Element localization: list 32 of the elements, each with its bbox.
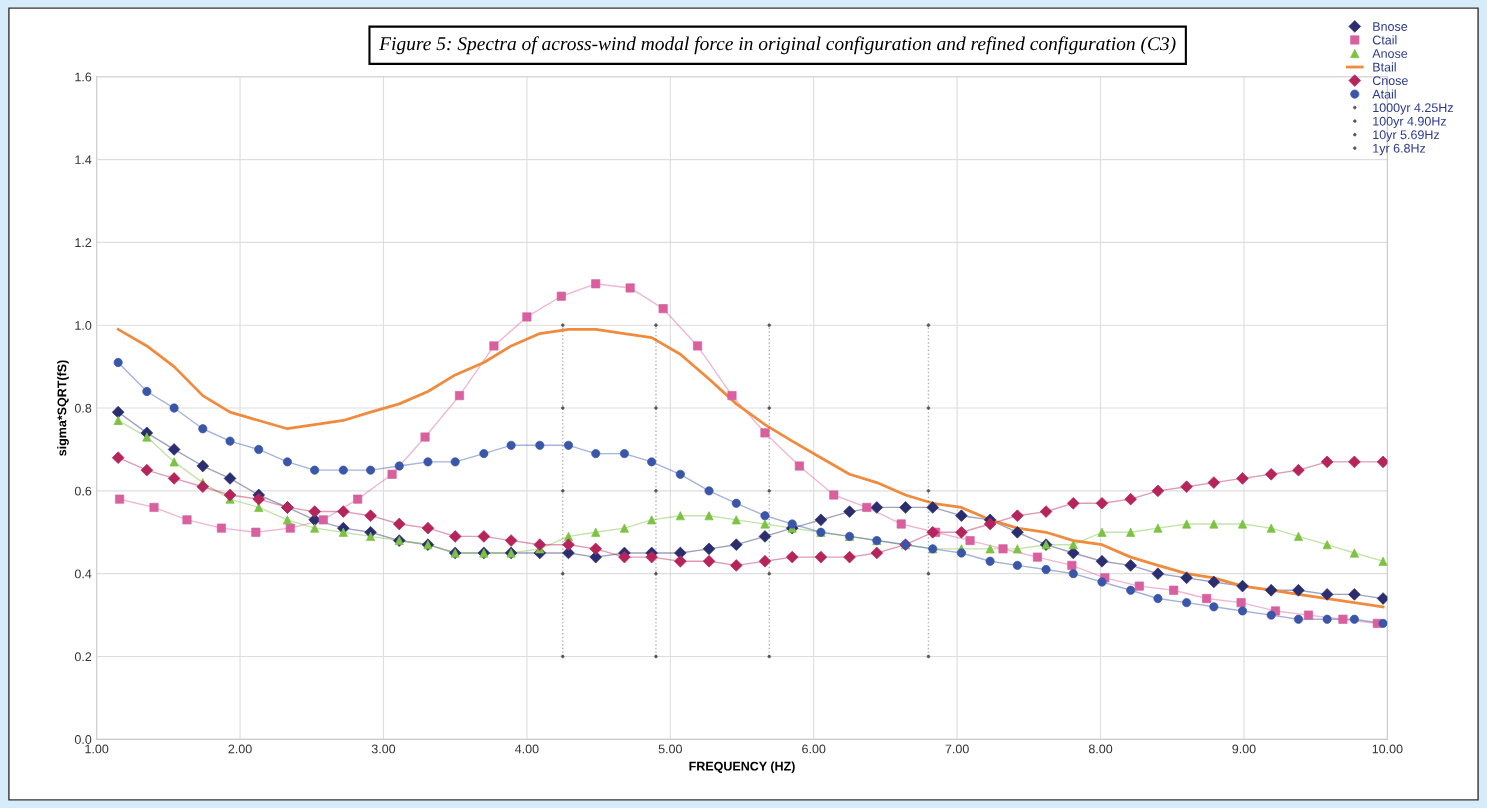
y-tick-label: 0.0 xyxy=(74,735,92,744)
legend-label: Bnose xyxy=(1373,22,1408,31)
x-tick-label: 10.00 xyxy=(1372,744,1403,754)
legend-label: 10yr 5.69Hz xyxy=(1373,130,1440,142)
legend-label: Ctail xyxy=(1372,35,1397,45)
x-tick-label: 8.00 xyxy=(1088,744,1113,754)
chart-title: Figure 5: Spectra of across-wind modal force in original configuration and refined configuration (C3) xyxy=(379,36,1176,55)
y-tick-label: 1.0 xyxy=(75,321,92,330)
x-axis-title: FREQUENCY (HZ) xyxy=(689,761,795,774)
y-tick-label: 0.8 xyxy=(74,403,92,413)
x-tick-label: 9.00 xyxy=(1232,744,1256,754)
legend-label: 1yr 6.8Hz xyxy=(1373,143,1426,156)
x-tick-label: 7.00 xyxy=(945,744,969,754)
y-tick-label: 1.6 xyxy=(75,72,92,82)
x-tick-label: 5.00 xyxy=(658,744,682,754)
legend-label: Anose xyxy=(1372,49,1408,58)
x-tick-label: 3.00 xyxy=(371,744,396,754)
legend-label: 100yr 4.90Hz xyxy=(1373,116,1446,129)
legend-label: Cnose xyxy=(1372,76,1408,86)
y-tick-label: 0.4 xyxy=(74,569,92,579)
y-axis-title: sigma*SQRT(fS) xyxy=(57,360,69,456)
legend-label: Atail xyxy=(1372,89,1396,99)
y-tick-label: 0.6 xyxy=(74,486,92,496)
y-tick-label: 1.4 xyxy=(75,155,92,165)
x-tick-label: 1.00 xyxy=(85,744,109,754)
x-tick-label: 4.00 xyxy=(515,744,539,754)
x-tick-label: 2.00 xyxy=(228,744,252,754)
y-tick-label: 0.2 xyxy=(74,652,92,662)
legend-label: Btail xyxy=(1373,62,1396,72)
x-tick-label: 6.00 xyxy=(802,744,826,754)
legend-label: 1000yr 4.25Hz xyxy=(1373,103,1453,115)
y-tick-label: 1.2 xyxy=(75,238,92,247)
